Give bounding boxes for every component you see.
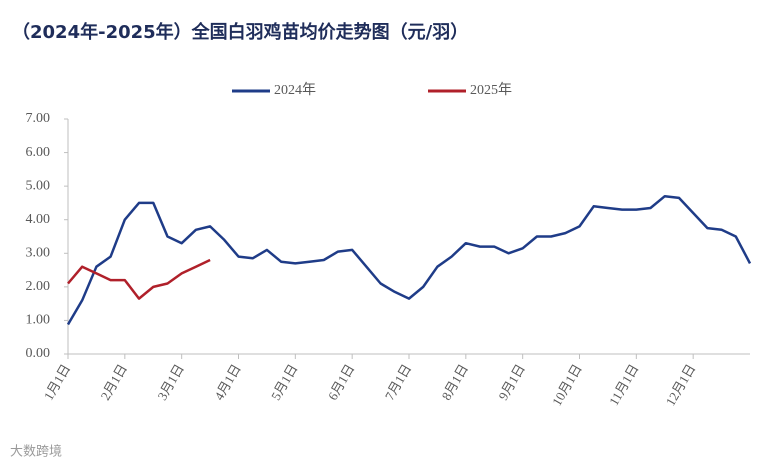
- x-tick-label: 9月1日: [495, 361, 527, 402]
- x-tick-label: 10月1日: [549, 361, 585, 408]
- x-tick-label: 12月1日: [663, 361, 699, 408]
- legend-label: 2025年: [470, 82, 512, 98]
- x-tick-label: 7月1日: [382, 361, 414, 402]
- y-tick-label: 0.00: [26, 346, 51, 361]
- y-tick-label: 1.00: [26, 313, 51, 328]
- legend-label: 2024年: [274, 82, 316, 98]
- y-tick-label: 7.00: [26, 111, 51, 126]
- chart-title: （2024年-2025年）全国白羽鸡苗均价走势图（元/羽）: [12, 21, 468, 43]
- series-line: [67, 258, 211, 300]
- y-tick-label: 4.00: [26, 212, 51, 227]
- series-line: [66, 194, 752, 326]
- x-tick-label: 3月1日: [154, 361, 186, 402]
- x-tick-label: 11月1日: [606, 361, 642, 407]
- x-tick-label: 2月1日: [98, 361, 130, 402]
- y-tick-label: 3.00: [26, 246, 51, 261]
- y-tick-label: 6.00: [26, 145, 51, 160]
- x-tick-label: 8月1日: [439, 361, 471, 402]
- x-tick-label: 6月1日: [325, 361, 357, 402]
- y-tick-label: 5.00: [26, 178, 51, 193]
- x-tick-label: 5月1日: [268, 361, 300, 402]
- x-tick-label: 4月1日: [211, 361, 243, 402]
- y-tick-label: 2.00: [26, 279, 51, 294]
- footer: 大数跨境: [10, 445, 62, 460]
- x-tick-label: 1月1日: [41, 361, 73, 402]
